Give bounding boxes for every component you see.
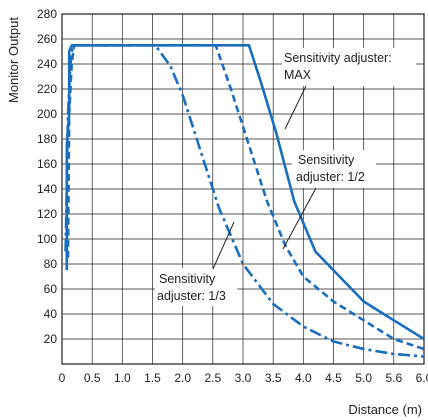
y-tick-label: 180 xyxy=(37,132,57,146)
x-tick-label: 1.0 xyxy=(114,371,131,385)
y-tick-label: 120 xyxy=(37,207,57,221)
x-tick-label: 3.5 xyxy=(265,371,282,385)
annotation-max-line2: MAX xyxy=(284,68,312,82)
series-line-third xyxy=(64,43,425,358)
y-tick-label: 160 xyxy=(37,157,57,171)
x-tick-label: 4.0 xyxy=(295,371,312,385)
annotation-half-leader xyxy=(282,187,317,250)
y-tick-label: 40 xyxy=(44,307,58,321)
annotation-third-line1: Sensitivity xyxy=(159,272,216,286)
x-axis-title: Distance (m) xyxy=(348,402,422,417)
annotation-half-line2: adjuster: 1/2 xyxy=(296,170,365,184)
x-tick-label: 0.5 xyxy=(84,371,101,385)
x-tick-label: 5.6 xyxy=(385,371,402,385)
y-tick-label: 200 xyxy=(37,107,57,121)
annotation-half-line1: Sensitivity xyxy=(298,153,355,167)
y-tick-label: 280 xyxy=(37,7,57,21)
series-line-half xyxy=(66,43,425,351)
annotation-max-leader xyxy=(284,85,307,130)
plot-frame xyxy=(61,13,425,365)
annotation-third-box xyxy=(155,268,237,306)
y-tick-label: 240 xyxy=(37,57,57,71)
annotation-third-line2: adjuster: 1/3 xyxy=(157,289,226,303)
y-axis-title: Monitor Output xyxy=(6,17,21,103)
y-tick-label: 80 xyxy=(44,257,58,271)
x-tick-label: 1.5 xyxy=(144,371,161,385)
annotations: Sensitivity adjuster: MAX Sensitivity ad… xyxy=(155,48,416,306)
x-tick-label: 3.0 xyxy=(235,371,252,385)
series-line-max xyxy=(65,43,425,341)
series-group xyxy=(64,43,425,358)
annotation-max-line1: Sensitivity adjuster: xyxy=(284,51,392,65)
annotation-max-box xyxy=(282,48,416,86)
tick-labels: 0 0.5 1.0 1.5 2.0 2.5 3.0 3.5 4.0 4.5 5.0 5.6 6.0 20 4… xyxy=(37,7,428,385)
y-tick-label: 60 xyxy=(44,282,58,296)
y-tick-label: 100 xyxy=(37,232,57,246)
x-tick-label: 2.0 xyxy=(174,371,191,385)
annotation-half-box xyxy=(292,150,376,188)
x-tick-label: 2.5 xyxy=(204,371,221,385)
y-tick-label: 20 xyxy=(44,332,58,346)
y-tick-label: 220 xyxy=(37,82,57,96)
annotation-third-leader xyxy=(212,221,235,270)
x-tick-label: 6.0 xyxy=(416,371,428,385)
x-tick-label: 5.0 xyxy=(355,371,372,385)
y-tick-label: 140 xyxy=(37,182,57,196)
x-tick-label: 0 xyxy=(59,371,66,385)
y-tick-label: 260 xyxy=(37,32,57,46)
x-tick-label: 4.5 xyxy=(325,371,342,385)
